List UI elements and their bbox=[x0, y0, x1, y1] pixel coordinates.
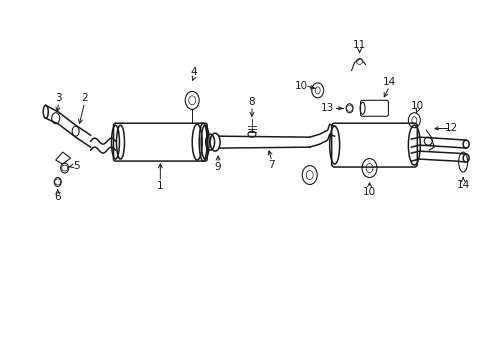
Text: 4: 4 bbox=[191, 67, 197, 77]
Text: 1: 1 bbox=[157, 181, 164, 191]
Text: 5: 5 bbox=[74, 161, 80, 171]
Text: 3: 3 bbox=[55, 93, 62, 103]
Text: 6: 6 bbox=[54, 192, 61, 202]
Text: 14: 14 bbox=[457, 180, 470, 190]
Text: 9: 9 bbox=[215, 162, 221, 172]
Text: 13: 13 bbox=[321, 103, 334, 113]
Text: 10: 10 bbox=[411, 101, 424, 111]
Text: 12: 12 bbox=[444, 123, 458, 133]
Text: 10: 10 bbox=[363, 187, 376, 197]
Text: 14: 14 bbox=[383, 77, 396, 87]
Text: 2: 2 bbox=[81, 93, 88, 103]
Text: 7: 7 bbox=[269, 160, 275, 170]
Text: 8: 8 bbox=[248, 97, 255, 107]
Text: 11: 11 bbox=[353, 40, 366, 50]
Text: 10: 10 bbox=[295, 81, 308, 91]
